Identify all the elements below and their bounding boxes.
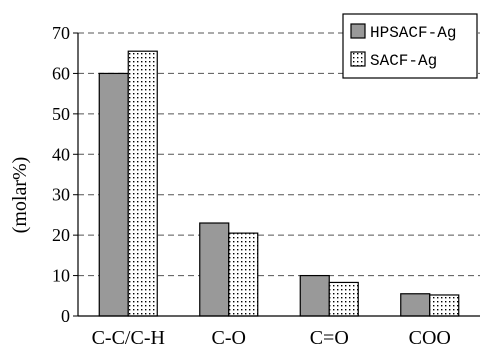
axes <box>73 32 480 317</box>
bar-sacf-ag-3 <box>429 294 460 317</box>
x-category-label-0: C-C/C-H <box>92 327 165 349</box>
x-category-label-2: C=O <box>310 327 349 349</box>
bar-sacf-ag-1 <box>228 232 259 317</box>
legend-label-1: SACF-Ag <box>370 52 437 70</box>
bar-hpsacf-ag-0 <box>98 72 129 317</box>
x-category-label-3: COO <box>409 327 451 349</box>
y-tick-label-0: 0 <box>61 306 70 326</box>
y-tick-label-70: 70 <box>52 23 70 43</box>
legend-label-0: HPSACF-Ag <box>370 24 456 42</box>
bars-group <box>98 50 460 317</box>
y-tick-label-20: 20 <box>52 225 70 245</box>
bar-hpsacf-ag-3 <box>400 293 431 317</box>
y-tick-label-60: 60 <box>52 63 70 83</box>
bar-hpsacf-ag-1 <box>199 222 230 317</box>
x-category-label-1: C-O <box>212 327 246 349</box>
y-tick-label-50: 50 <box>52 104 70 124</box>
y-axis-label: (molar%) <box>9 157 31 234</box>
y-tick-label-40: 40 <box>52 144 70 164</box>
y-tick-label-10: 10 <box>52 266 70 286</box>
legend-swatch-1 <box>350 51 366 67</box>
legend: HPSACF-Ag SACF-Ag <box>342 13 478 79</box>
bar-sacf-ag-0 <box>127 50 158 317</box>
legend-swatch-0 <box>350 23 366 39</box>
bar-sacf-ag-2 <box>328 281 359 317</box>
x-category-labels: C-C/C-H C-O C=O COO <box>92 327 451 349</box>
y-tick-labels: 0 10 20 30 40 50 60 70 <box>52 23 70 326</box>
y-tick-label-30: 30 <box>52 185 70 205</box>
bar-hpsacf-ag-2 <box>299 274 330 317</box>
